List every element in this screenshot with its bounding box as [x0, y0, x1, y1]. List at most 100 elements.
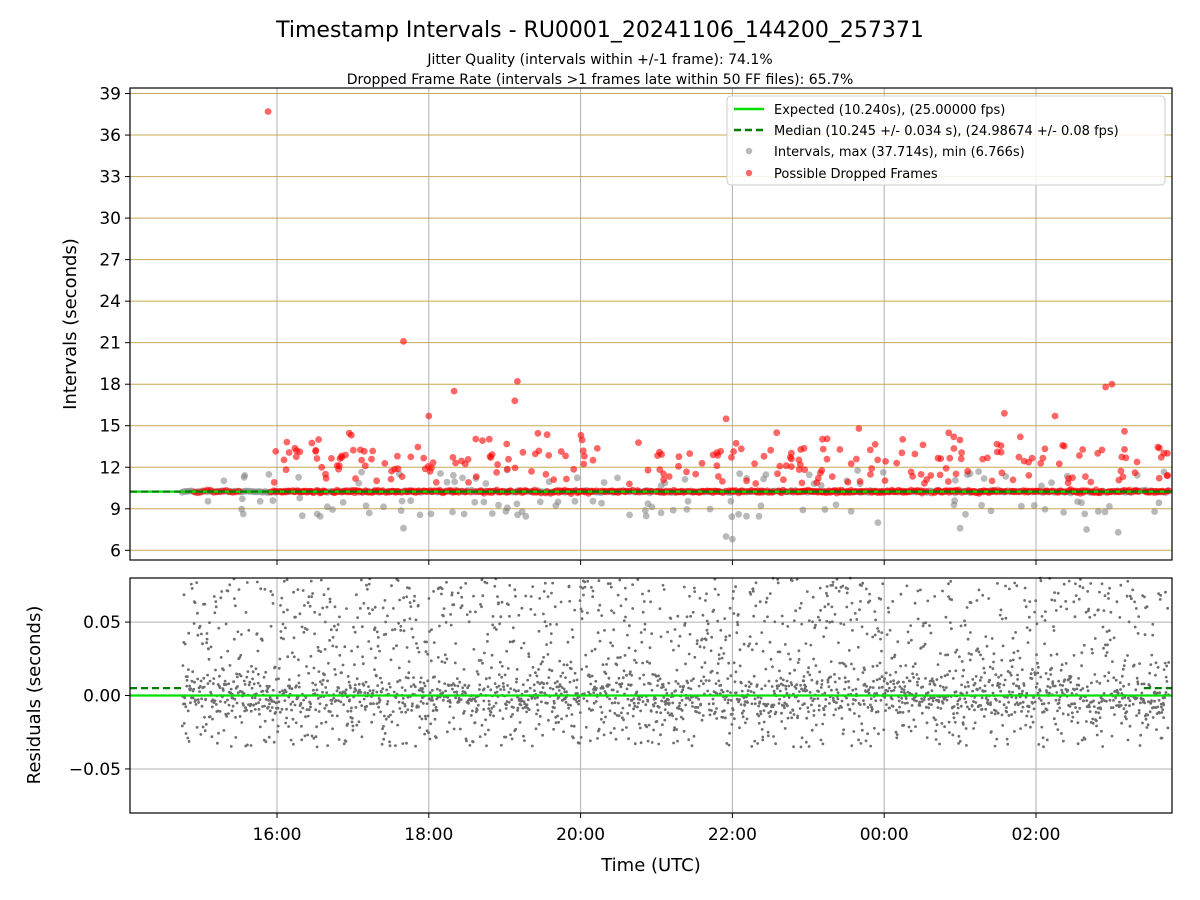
- residual-point: [392, 690, 396, 694]
- residual-point: [507, 690, 511, 694]
- residual-point: [1077, 683, 1081, 687]
- residual-point: [666, 711, 670, 715]
- residual-point: [1013, 710, 1017, 714]
- residual-point: [549, 632, 553, 635]
- dropped-frame-point: [1037, 460, 1045, 467]
- residual-point: [191, 670, 195, 674]
- residual-point: [1150, 699, 1153, 703]
- residual-point: [904, 697, 908, 700]
- residual-point: [488, 703, 491, 706]
- residual-point: [309, 654, 313, 658]
- residual-point: [873, 610, 877, 613]
- dropped-frame-point: [333, 462, 341, 469]
- residual-point: [936, 663, 940, 666]
- residual-point: [604, 692, 608, 696]
- residual-point: [879, 597, 883, 601]
- residual-point: [753, 702, 757, 706]
- residual-point: [752, 691, 756, 694]
- residual-point: [1087, 607, 1091, 611]
- residual-point: [286, 608, 289, 612]
- residual-point: [754, 581, 758, 585]
- residual-point: [847, 686, 851, 689]
- residual-point: [568, 680, 572, 684]
- residual-point: [678, 685, 682, 688]
- residual-point: [361, 655, 364, 659]
- dropped-frame-point: [1041, 445, 1049, 453]
- residual-point: [268, 684, 271, 688]
- dropped-frame-point: [692, 470, 700, 478]
- residual-point: [365, 583, 368, 587]
- residual-point: [257, 701, 260, 704]
- residual-point: [294, 615, 297, 619]
- residual-point: [525, 710, 528, 714]
- residual-point: [647, 723, 651, 727]
- residual-point: [360, 625, 364, 629]
- residual-point: [1024, 723, 1028, 727]
- residual-point: [932, 696, 936, 700]
- residual-point: [851, 688, 855, 692]
- residual-point: [682, 585, 686, 589]
- residual-point: [612, 611, 616, 615]
- residual-point: [392, 607, 395, 610]
- residual-point: [427, 597, 431, 600]
- residual-point: [768, 592, 772, 595]
- dropped-frame-point: [394, 452, 401, 460]
- residual-point: [812, 709, 816, 712]
- residual-point: [892, 679, 895, 682]
- dropped-frame-point: [751, 460, 758, 468]
- residual-point: [795, 683, 799, 687]
- residual-point: [349, 709, 353, 713]
- residual-point: [511, 713, 514, 716]
- residual-point: [647, 589, 651, 593]
- residual-point: [809, 696, 813, 700]
- residual-point: [529, 595, 533, 598]
- dropped-frame-point: [357, 446, 364, 454]
- residual-point: [1080, 651, 1084, 655]
- residual-point: [344, 688, 348, 692]
- residual-point: [491, 623, 495, 627]
- residual-point: [1101, 745, 1105, 748]
- residual-point: [813, 626, 817, 630]
- residual-point: [825, 594, 829, 598]
- x-tick-label: 16:00: [253, 825, 302, 845]
- dropped-frame-point: [893, 459, 901, 467]
- residual-point: [1055, 691, 1059, 694]
- residual-point: [947, 720, 951, 724]
- residual-point: [958, 697, 962, 700]
- residual-point: [1011, 658, 1015, 662]
- residual-point: [375, 690, 379, 694]
- residual-point: [579, 607, 583, 611]
- residual-point: [907, 641, 910, 645]
- residual-point: [934, 738, 938, 741]
- residual-point: [497, 673, 501, 676]
- residual-point: [206, 673, 210, 677]
- residual-point: [286, 655, 290, 659]
- residual-point: [285, 578, 289, 582]
- residual-point: [1043, 642, 1046, 646]
- residual-point: [419, 676, 423, 680]
- residual-point: [314, 735, 318, 739]
- residual-point: [641, 661, 645, 665]
- residual-point: [448, 721, 451, 724]
- dropped-frame-point: [465, 479, 472, 486]
- residual-point: [609, 641, 612, 645]
- residual-point: [575, 686, 578, 689]
- interval-point: [502, 507, 510, 515]
- residual-point: [800, 736, 804, 740]
- residual-point: [1007, 714, 1011, 717]
- residual-point: [806, 706, 810, 710]
- residual-point: [242, 679, 246, 683]
- residual-point: [868, 599, 872, 603]
- residual-point: [804, 740, 808, 744]
- residual-point: [333, 668, 337, 671]
- residual-point: [1132, 663, 1136, 667]
- residual-point: [1056, 591, 1060, 595]
- residual-point: [749, 592, 753, 596]
- residual-point: [931, 679, 935, 683]
- dropped-frame-point: [732, 439, 740, 447]
- residual-point: [780, 720, 784, 723]
- residual-point: [295, 684, 298, 688]
- residual-point: [673, 628, 677, 631]
- dropped-frame-point: [429, 459, 437, 466]
